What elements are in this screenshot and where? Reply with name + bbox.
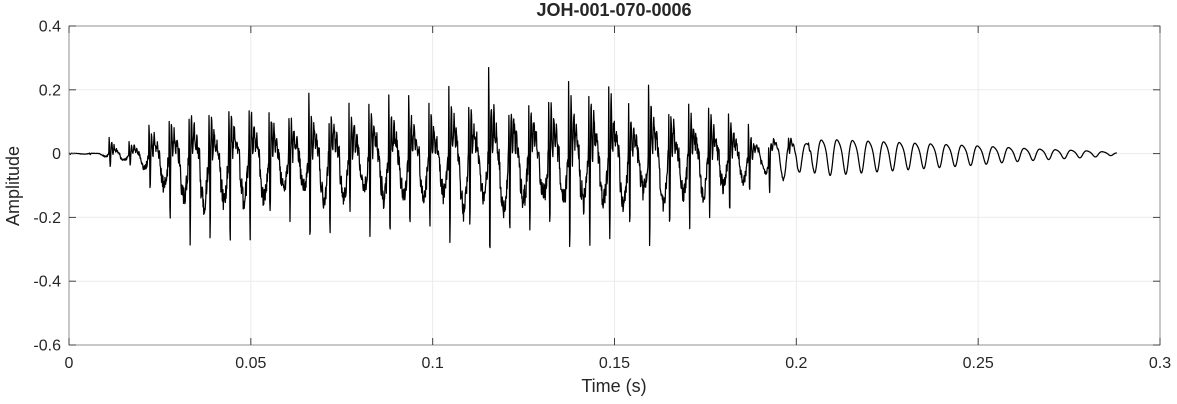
grid-lines bbox=[68, 25, 1161, 346]
y-tick-label: -0.2 bbox=[33, 210, 61, 227]
y-tick-labels: -0.6 -0.4 -0.2 0 0.2 0.4 bbox=[33, 19, 61, 355]
x-tick-label: 0.2 bbox=[785, 355, 807, 372]
x-tick-label: 0.15 bbox=[599, 355, 630, 372]
x-tick-labels: 0 0.05 0.1 0.15 0.2 0.25 0.3 bbox=[65, 355, 1172, 372]
axis-ticks bbox=[68, 25, 1161, 346]
y-tick-label: 0.4 bbox=[39, 19, 61, 36]
y-tick-label: -0.6 bbox=[33, 338, 61, 355]
x-tick-label: 0.25 bbox=[963, 355, 994, 372]
waveform-series bbox=[68, 67, 1117, 249]
chart-title: JOH-001-070-0006 bbox=[536, 0, 691, 20]
x-axis-label: Time (s) bbox=[581, 376, 646, 396]
y-axis-label: Amplitude bbox=[3, 146, 23, 226]
x-tick-label: 0.3 bbox=[1149, 355, 1171, 372]
y-tick-label: -0.4 bbox=[33, 274, 61, 291]
y-tick-label: 0 bbox=[52, 146, 61, 163]
x-tick-label: 0.05 bbox=[235, 355, 266, 372]
x-tick-label: 0 bbox=[65, 355, 74, 372]
y-tick-label: 0.2 bbox=[39, 82, 61, 99]
x-tick-label: 0.1 bbox=[422, 355, 444, 372]
waveform-line bbox=[68, 67, 1117, 249]
